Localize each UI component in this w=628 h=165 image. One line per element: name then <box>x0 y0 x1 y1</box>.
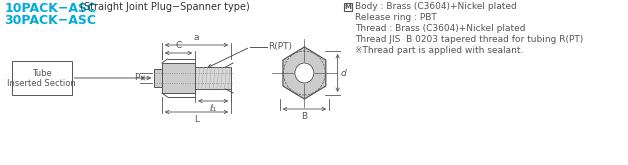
Text: Release ring : PBT: Release ring : PBT <box>355 13 436 22</box>
Text: a: a <box>194 33 199 42</box>
Circle shape <box>295 63 314 83</box>
Text: P: P <box>134 73 139 82</box>
Bar <box>344 3 352 11</box>
Text: R(PT): R(PT) <box>268 43 292 51</box>
Text: B: B <box>301 112 308 121</box>
Text: Body : Brass (C3604)+Nickel plated: Body : Brass (C3604)+Nickel plated <box>355 2 516 11</box>
Text: C: C <box>175 41 181 50</box>
Text: L: L <box>194 115 199 124</box>
Text: Tube: Tube <box>32 68 51 78</box>
Text: 10PACK−ASC: 10PACK−ASC <box>4 2 96 15</box>
Polygon shape <box>283 47 326 99</box>
Bar <box>154 69 162 87</box>
Text: ※Thread part is applied with sealant.: ※Thread part is applied with sealant. <box>355 46 523 55</box>
Bar <box>162 63 195 93</box>
Text: ℓ₁: ℓ₁ <box>210 104 217 113</box>
Text: Thread : Brass (C3604)+Nickel plated: Thread : Brass (C3604)+Nickel plated <box>355 24 525 33</box>
Bar <box>12 61 72 95</box>
Text: Inserted Section: Inserted Section <box>8 79 76 87</box>
Text: 30PACK−ASC: 30PACK−ASC <box>4 14 96 27</box>
Text: Thread JIS  B 0203 tapered thread for tubing R(PT): Thread JIS B 0203 tapered thread for tub… <box>355 35 583 44</box>
Bar <box>195 67 231 89</box>
Text: M: M <box>345 4 352 10</box>
Text: d: d <box>340 68 346 78</box>
Text: (Straight Joint Plug−Spanner type): (Straight Joint Plug−Spanner type) <box>77 2 250 12</box>
